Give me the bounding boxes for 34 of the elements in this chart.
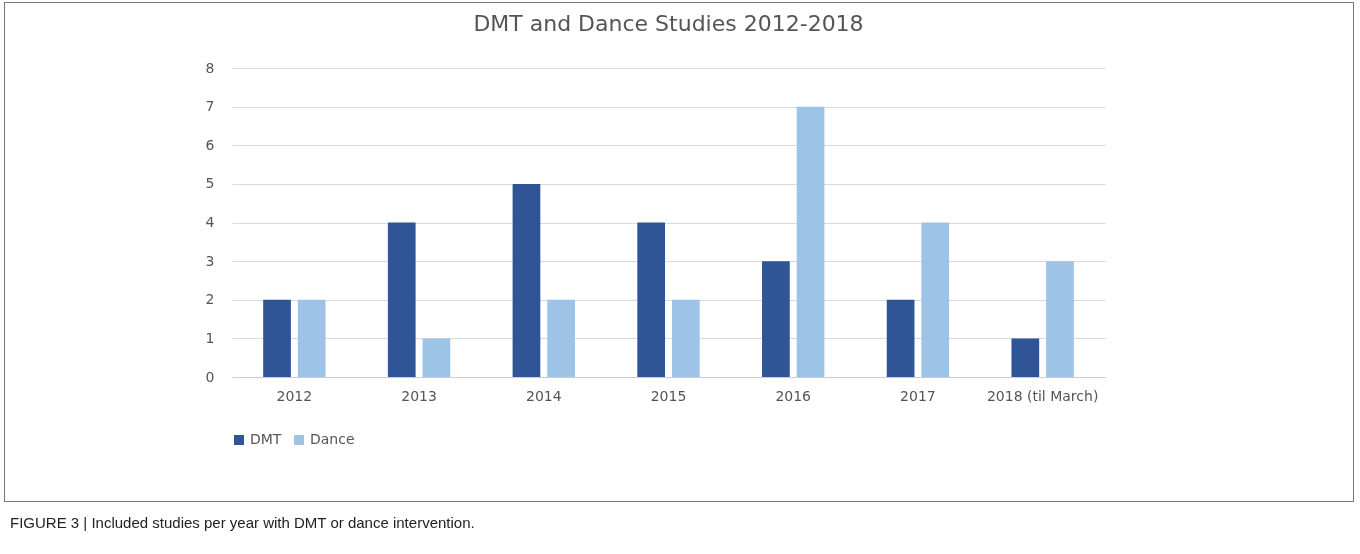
y-tick-label: 3 xyxy=(205,252,215,269)
y-tick-label: 5 xyxy=(205,175,215,192)
bar xyxy=(796,106,825,377)
y-tick-label: 8 xyxy=(205,59,215,76)
legend-label: Dance xyxy=(310,431,355,447)
x-tick-label: 2016 xyxy=(775,387,812,404)
y-tick-label: 6 xyxy=(205,136,215,153)
bar xyxy=(263,299,291,377)
y-tick-label: 7 xyxy=(205,98,215,115)
bar xyxy=(387,222,416,377)
x-tick-label: 2018 (til March) xyxy=(986,387,1099,404)
x-tick-label: 2012 xyxy=(276,387,313,404)
y-tick-label: 0 xyxy=(205,368,215,385)
bar xyxy=(512,183,541,377)
bar xyxy=(1011,338,1040,377)
x-tick-label: 2015 xyxy=(650,387,687,404)
y-tick-label: 1 xyxy=(205,329,215,346)
bar xyxy=(671,299,700,377)
x-tick-label: 2013 xyxy=(401,387,437,404)
x-tick-label: 2014 xyxy=(525,387,562,404)
y-tick-label: 2 xyxy=(205,291,215,308)
bar xyxy=(422,338,451,377)
bar xyxy=(921,222,950,377)
x-tick-label: 2017 xyxy=(900,387,936,404)
y-tick-label: 4 xyxy=(205,214,215,230)
bar xyxy=(886,299,915,377)
bar xyxy=(1046,261,1074,377)
bar xyxy=(762,261,790,377)
bar xyxy=(297,299,326,377)
chart-title: DMT and Dance Studies 2012-2018 xyxy=(473,11,864,36)
bar xyxy=(547,299,575,377)
legend-label: DMT xyxy=(250,431,282,447)
caption: FIGURE 3 | Included studies per year with DMT or dance intervention. xyxy=(10,514,475,531)
bar xyxy=(637,222,666,377)
